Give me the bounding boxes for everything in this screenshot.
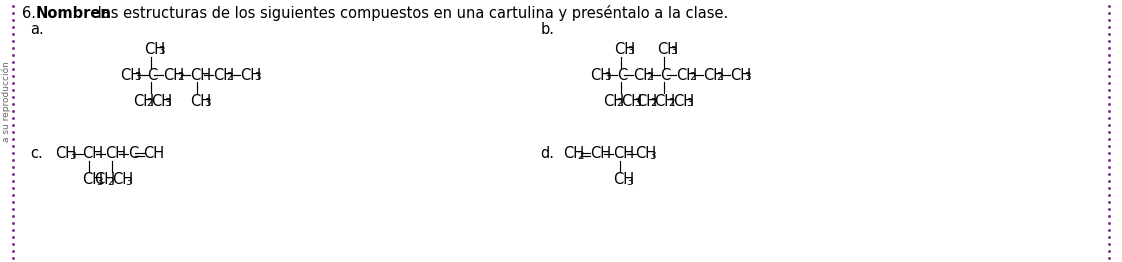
Text: CH: CH [613,172,634,188]
Text: 3: 3 [650,151,655,161]
Text: 2: 2 [650,98,656,108]
Text: CH: CH [590,68,611,83]
Text: CH: CH [730,68,752,83]
Text: d.: d. [541,146,554,161]
Text: CH: CH [603,94,624,108]
Text: 2: 2 [717,72,724,82]
Text: CH: CH [191,68,212,83]
Text: b.: b. [541,23,554,37]
Text: CH: CH [633,68,654,83]
Text: CH: CH [151,94,172,108]
Text: CH: CH [654,94,675,108]
Text: 3: 3 [634,98,641,108]
Text: 3: 3 [134,72,140,82]
Text: 3: 3 [604,72,610,82]
Text: CH: CH [132,94,154,108]
Text: CH: CH [656,41,678,57]
Text: CH: CH [613,146,634,161]
Text: CH: CH [191,94,212,108]
Text: 3: 3 [70,151,75,161]
Text: CH: CH [635,146,656,161]
Text: CH: CH [590,146,611,161]
Text: 3: 3 [204,98,211,108]
Text: 3: 3 [626,177,633,187]
Text: 2: 2 [577,151,583,161]
Text: C: C [660,68,671,83]
Text: CH: CH [94,172,114,188]
Text: 6.: 6. [22,6,37,20]
Text: CH: CH [240,68,261,83]
Text: las estructuras de los siguientes compuestos en una cartulina y preséntalo a la : las estructuras de los siguientes compue… [93,5,728,21]
Text: CH: CH [620,94,642,108]
Text: CH: CH [144,41,165,57]
Text: 3: 3 [687,98,693,108]
Text: 2: 2 [227,72,233,82]
Text: CH: CH [105,146,127,161]
Text: 2: 2 [646,72,653,82]
Text: CH: CH [636,94,657,108]
Text: CH: CH [675,68,697,83]
Text: CH: CH [83,146,103,161]
Text: C: C [128,146,138,161]
Text: 3: 3 [165,98,172,108]
Text: C: C [147,68,158,83]
Text: CH: CH [563,146,585,161]
Text: CH: CH [673,94,693,108]
Text: 3: 3 [158,46,164,56]
Text: 3: 3 [126,177,132,187]
Text: 3: 3 [96,177,103,187]
Text: Nombren: Nombren [36,6,111,20]
Text: 2: 2 [108,177,114,187]
Text: CH: CH [164,68,184,83]
Text: a su reproducción: a su reproducción [1,62,11,143]
Text: 2: 2 [616,98,623,108]
Text: a.: a. [30,23,44,37]
Text: c.: c. [30,146,44,161]
Text: C: C [617,68,627,83]
Text: CH: CH [120,68,141,83]
Text: CH: CH [614,41,635,57]
Text: CH: CH [144,146,165,161]
Text: 2: 2 [147,98,153,108]
Text: CH: CH [703,68,724,83]
Text: CH: CH [83,172,103,188]
Text: CH: CH [112,172,134,188]
Text: 3: 3 [254,72,260,82]
Text: 3: 3 [627,46,634,56]
Text: 2: 2 [668,98,674,108]
Text: 3: 3 [744,72,751,82]
Text: 2: 2 [690,72,697,82]
Text: 3: 3 [671,46,677,56]
Text: CH: CH [55,146,76,161]
Text: 2: 2 [177,72,184,82]
Text: CH: CH [213,68,234,83]
